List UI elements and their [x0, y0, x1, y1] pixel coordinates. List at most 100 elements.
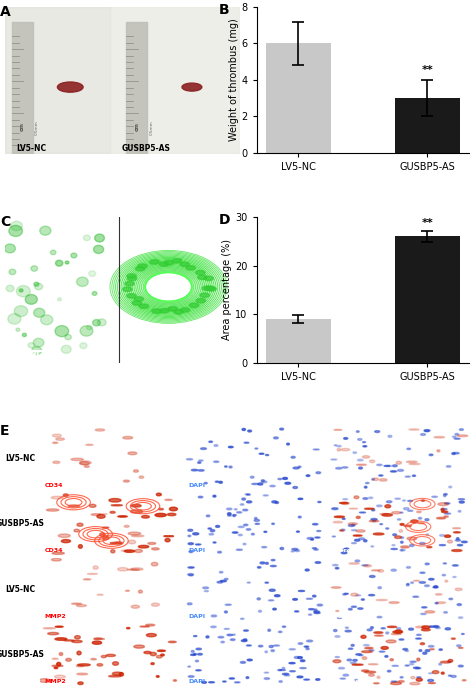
Ellipse shape: [425, 649, 430, 651]
Ellipse shape: [273, 645, 280, 646]
Ellipse shape: [400, 550, 403, 551]
Ellipse shape: [97, 319, 106, 326]
Ellipse shape: [198, 496, 203, 498]
Ellipse shape: [209, 534, 214, 535]
Ellipse shape: [97, 594, 103, 595]
Ellipse shape: [255, 448, 258, 449]
Ellipse shape: [131, 605, 139, 608]
Ellipse shape: [364, 644, 369, 646]
Bar: [266, 44, 331, 152]
Ellipse shape: [127, 294, 136, 298]
Ellipse shape: [412, 475, 416, 477]
Ellipse shape: [445, 535, 450, 537]
Ellipse shape: [364, 565, 372, 567]
Ellipse shape: [237, 549, 242, 550]
Ellipse shape: [265, 582, 268, 584]
Ellipse shape: [55, 626, 63, 627]
Ellipse shape: [243, 509, 248, 511]
Ellipse shape: [191, 469, 198, 471]
Ellipse shape: [97, 664, 103, 666]
Ellipse shape: [334, 445, 337, 446]
Ellipse shape: [356, 516, 360, 518]
Ellipse shape: [128, 569, 139, 570]
Ellipse shape: [169, 507, 177, 511]
Ellipse shape: [453, 436, 456, 438]
Ellipse shape: [57, 663, 61, 666]
Ellipse shape: [456, 538, 459, 540]
Text: GUSBP5-AS: GUSBP5-AS: [0, 519, 45, 528]
Ellipse shape: [416, 667, 421, 669]
Ellipse shape: [298, 516, 301, 518]
Ellipse shape: [425, 611, 435, 613]
Ellipse shape: [283, 477, 287, 480]
Ellipse shape: [413, 667, 419, 669]
Ellipse shape: [204, 482, 207, 484]
Ellipse shape: [400, 512, 403, 513]
Ellipse shape: [146, 624, 155, 626]
Ellipse shape: [14, 306, 27, 317]
Ellipse shape: [234, 509, 237, 510]
Ellipse shape: [209, 441, 212, 442]
Ellipse shape: [43, 628, 55, 629]
Ellipse shape: [408, 500, 413, 502]
Ellipse shape: [35, 283, 43, 290]
Ellipse shape: [8, 313, 21, 324]
Ellipse shape: [191, 654, 195, 656]
Text: C: C: [0, 216, 10, 229]
Ellipse shape: [435, 602, 438, 604]
Ellipse shape: [382, 514, 392, 516]
Ellipse shape: [56, 438, 64, 440]
Ellipse shape: [399, 529, 402, 532]
Ellipse shape: [213, 495, 216, 497]
Ellipse shape: [193, 635, 197, 637]
Ellipse shape: [422, 626, 429, 629]
Ellipse shape: [421, 613, 426, 615]
Ellipse shape: [358, 439, 362, 440]
Ellipse shape: [50, 250, 56, 254]
Ellipse shape: [74, 635, 80, 639]
Ellipse shape: [196, 648, 201, 650]
Ellipse shape: [53, 442, 58, 444]
Ellipse shape: [447, 540, 453, 543]
Ellipse shape: [362, 657, 367, 660]
Ellipse shape: [188, 543, 193, 545]
Ellipse shape: [255, 518, 257, 519]
Ellipse shape: [76, 665, 84, 667]
Ellipse shape: [374, 632, 383, 633]
Ellipse shape: [417, 677, 421, 678]
Ellipse shape: [452, 550, 462, 552]
Ellipse shape: [457, 545, 463, 546]
Ellipse shape: [224, 579, 228, 580]
Ellipse shape: [351, 593, 358, 596]
Ellipse shape: [368, 664, 378, 665]
Ellipse shape: [232, 634, 235, 635]
Ellipse shape: [379, 475, 383, 476]
Ellipse shape: [167, 514, 176, 516]
Ellipse shape: [447, 661, 451, 663]
Ellipse shape: [364, 540, 367, 542]
Ellipse shape: [215, 481, 219, 482]
Ellipse shape: [134, 645, 145, 648]
Ellipse shape: [363, 498, 368, 500]
Ellipse shape: [307, 640, 313, 642]
Ellipse shape: [434, 437, 445, 438]
Ellipse shape: [196, 299, 206, 303]
Ellipse shape: [417, 511, 421, 513]
Ellipse shape: [188, 529, 193, 532]
Ellipse shape: [265, 562, 268, 564]
Ellipse shape: [262, 481, 267, 483]
Ellipse shape: [95, 429, 105, 431]
Ellipse shape: [132, 535, 144, 537]
Ellipse shape: [278, 478, 282, 480]
Text: LV5-NC: LV5-NC: [5, 585, 35, 594]
Ellipse shape: [110, 511, 115, 514]
Ellipse shape: [343, 674, 348, 676]
Ellipse shape: [225, 611, 228, 613]
Ellipse shape: [291, 551, 294, 552]
Ellipse shape: [264, 672, 269, 673]
Ellipse shape: [356, 464, 366, 466]
Ellipse shape: [295, 611, 299, 612]
Ellipse shape: [118, 568, 128, 571]
Ellipse shape: [136, 267, 145, 271]
Ellipse shape: [201, 448, 207, 450]
